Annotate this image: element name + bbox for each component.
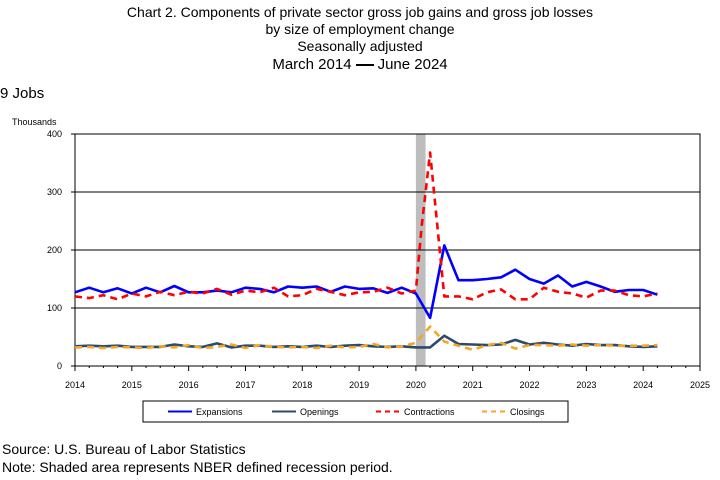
y-tick-label: 100 [47,303,62,313]
x-tick-label: 2017 [235,380,255,390]
x-tick-label: 2021 [463,380,483,390]
y-tick-label: 300 [47,187,62,197]
line-chart: 0 100 200 300 400 2014 2015 2016 2017 2018 2019 202… [47,129,710,423]
series-line-expansions [74,244,658,320]
legend-label-openings: Openings [300,407,339,417]
x-tick-label: 2015 [122,380,142,390]
x-tick-label: 2024 [633,380,653,390]
recession-note: Note: Shaded area represents NBER define… [2,459,393,475]
x-tick-label: 2023 [576,380,596,390]
date-range-start: March 2014 [272,56,352,73]
series-line-contractions [74,151,658,301]
legend-label-closings: Closings [510,407,545,417]
x-tick-label: 2019 [349,380,369,390]
source-note: Source: U.S. Bureau of Labor Statistics [2,441,246,457]
chart-date-range: March 2014 June 2024 [0,55,720,75]
y-tick-label: 200 [47,245,62,255]
x-tick-label: 2016 [179,380,199,390]
x-tick-label: 2018 [292,380,312,390]
chart-subtitle: 9 Jobs [0,85,45,102]
legend-label-expansions: Expansions [196,407,243,417]
date-range-end: June 2024 [377,56,448,73]
legend-label-contractions: Contractions [404,407,455,417]
x-tick-label: 2014 [65,380,85,390]
y-axis-units-label: Thousands [12,117,57,127]
legend-box [142,400,569,423]
series-line-closings [74,325,658,352]
x-tick-label: 2022 [520,380,540,390]
y-tick-label: 400 [47,129,62,139]
y-tick-label: 0 [57,361,62,371]
date-range-dash [355,64,374,67]
chart-title-block: Chart 2. Components of private sector gr… [0,4,720,75]
x-tick-label: 2025 [690,380,710,390]
chart-title-line-3: Seasonally adjusted [297,38,423,54]
chart-title-line-1: Chart 2. Components of private sector gr… [126,4,594,20]
x-tick-label: 2020 [406,380,426,390]
chart-title-line-2: by size of employment change [265,21,455,37]
